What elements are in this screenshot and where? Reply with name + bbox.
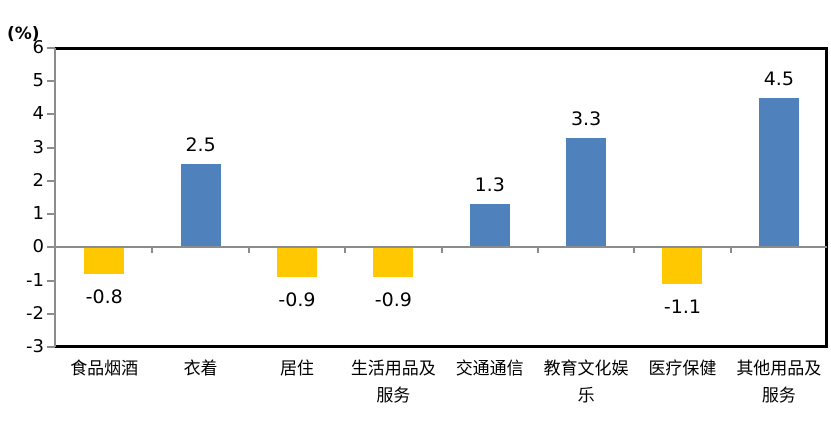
plot-border-top — [55, 47, 828, 50]
category-label-line: 乐 — [577, 386, 595, 406]
chart-bar — [276, 247, 317, 278]
plot-border-bottom — [55, 345, 828, 348]
y-axis-tick-mark — [47, 312, 55, 315]
y-axis-tick-label: 1 — [32, 203, 44, 225]
y-axis-tick-mark — [47, 146, 55, 149]
category-label: 医疗保健 — [630, 356, 734, 383]
category-label: 教育文化娱乐 — [534, 356, 638, 410]
chart-bar — [662, 247, 703, 284]
y-axis-tick-mark — [47, 47, 55, 49]
category-label: 食品烟酒 — [52, 356, 156, 383]
category-label: 交通通信 — [438, 356, 542, 383]
bar-value-label: 1.3 — [474, 174, 505, 197]
category-label-line: 教育文化娱 — [543, 359, 629, 379]
chart-bar — [758, 97, 799, 248]
bar-value-label: 3.3 — [570, 107, 602, 130]
bar-value-label: -0.8 — [85, 285, 123, 308]
x-axis-tick-mark — [633, 248, 636, 254]
x-axis-tick-mark — [536, 248, 539, 254]
category-label: 其他用品及 服务 — [727, 356, 831, 410]
bar-value-label: 4.5 — [763, 67, 794, 90]
y-axis-tick-label: 3 — [32, 136, 44, 158]
plot-border-right — [825, 47, 828, 348]
category-label: 居住 — [245, 356, 349, 383]
y-axis-tick-label: -1 — [26, 269, 44, 291]
y-axis-tick-label: 6 — [32, 37, 44, 58]
y-axis-unit-label: (%) — [7, 24, 40, 44]
category-label-line: 居住 — [279, 359, 314, 379]
category-label: 生活用品及 服务 — [341, 356, 445, 410]
y-axis-tick-mark — [47, 80, 55, 83]
y-axis-tick-label: -3 — [26, 336, 44, 357]
y-axis-line — [54, 48, 56, 347]
y-axis-tick-label: 5 — [32, 70, 44, 92]
x-axis-tick-mark — [247, 248, 250, 254]
y-axis-tick-mark — [47, 279, 55, 282]
bar-value-label: 2.5 — [185, 134, 216, 157]
category-label-line: 生活用品及 — [350, 359, 436, 379]
y-axis-tick-mark — [47, 113, 55, 116]
x-axis-tick-mark — [440, 248, 443, 254]
y-axis-tick-mark — [47, 246, 55, 249]
y-axis-tick-label: 2 — [32, 169, 44, 191]
x-axis-zero-line — [54, 246, 827, 249]
chart-bar — [566, 137, 607, 248]
category-label: 衣着 — [148, 356, 252, 383]
y-axis-tick-mark — [47, 179, 55, 182]
chart-bar — [84, 247, 125, 274]
bar-value-label: -1.1 — [663, 295, 701, 318]
bar-value-label: -0.9 — [278, 289, 316, 312]
category-label-line: 服务 — [761, 386, 796, 406]
y-axis-tick-label: 0 — [32, 236, 44, 258]
x-axis-tick-mark — [151, 248, 154, 254]
y-axis-tick-mark — [47, 346, 55, 348]
category-label-line: 医疗保健 — [648, 359, 717, 379]
chart-bar — [469, 204, 510, 248]
y-axis-tick-mark — [47, 213, 55, 216]
chart-bar — [373, 247, 414, 278]
x-axis-tick-mark — [344, 248, 347, 254]
category-label-line: 其他用品及 — [736, 359, 822, 379]
category-label-line: 服务 — [376, 386, 411, 406]
category-label-line: 衣着 — [183, 359, 218, 379]
y-axis-tick-label: -2 — [26, 302, 44, 324]
chart-bar — [180, 164, 221, 248]
category-label-line: 交通通信 — [455, 359, 524, 379]
category-label-line: 食品烟酒 — [70, 359, 139, 379]
y-axis-tick-label: 4 — [32, 103, 44, 125]
x-axis-tick-mark — [729, 248, 732, 254]
bar-value-label: -0.9 — [374, 289, 412, 312]
